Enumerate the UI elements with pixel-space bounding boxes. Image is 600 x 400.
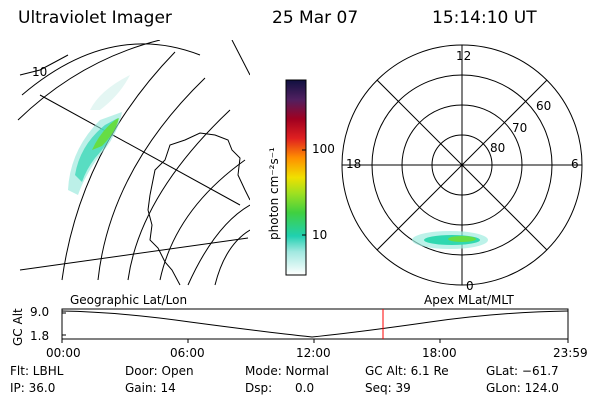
gain-status: Gain: 14 (125, 381, 176, 395)
mlat-70-label: 70 (512, 121, 527, 135)
time-label: 15:14:10 UT (432, 8, 537, 28)
colorbar-unit-label: photon cm⁻²s⁻¹ (267, 147, 281, 240)
aurora-polar-band (412, 231, 488, 249)
apex-mlat-mlt-label: Apex MLat/MLT (424, 293, 514, 307)
mlt-6-label: 6 (571, 157, 579, 171)
mlt-18-label: 18 (346, 157, 361, 171)
seq-status: Seq: 39 (365, 381, 411, 395)
mlat-60-label: 60 (536, 99, 551, 113)
y-tick-top: 9.0 (30, 305, 49, 319)
x-tick-2359: 23:59 (553, 346, 588, 360)
mode-status: Mode: Normal (245, 364, 329, 378)
mlt-0-label: 0 (466, 279, 474, 293)
filter-status: Flt: LBHL (10, 364, 64, 378)
lat-arc (21, 43, 201, 96)
glon-status: GLon: 124.0 (486, 381, 559, 395)
x-tick-1200: 12:00 (296, 346, 331, 360)
door-status: Door: Open (125, 364, 194, 378)
x-tick-1800: 18:00 (422, 346, 457, 360)
mlat-80-label: 80 (490, 141, 505, 155)
mlt-12-label: 12 (456, 49, 471, 63)
colorbar-tick-10: 10 (312, 228, 327, 242)
x-tick-0000: 00:00 (46, 346, 81, 360)
dsp-status: Dsp: 0.0 (245, 381, 315, 395)
aurora-geo-band (68, 75, 130, 195)
y-tick-bottom: 1.8 (30, 329, 49, 343)
colorbar-tick-100: 100 (312, 142, 335, 156)
geo-lat-lon-label: Geographic Lat/Lon (70, 293, 188, 307)
geo-lat-label: 10 (32, 65, 47, 79)
instrument-title: Ultraviolet Imager (18, 8, 172, 28)
glat-status: GLat: −61.7 (486, 364, 559, 378)
ip-status: IP: 36.0 (10, 381, 56, 395)
x-tick-0600: 06:00 (170, 346, 205, 360)
date-label: 25 Mar 07 (272, 8, 359, 28)
altitude-curve (61, 310, 569, 338)
gc-alt-status: GC Alt: 6.1 Re (365, 364, 449, 378)
gc-alt-axis-label: GC Alt (11, 308, 25, 346)
